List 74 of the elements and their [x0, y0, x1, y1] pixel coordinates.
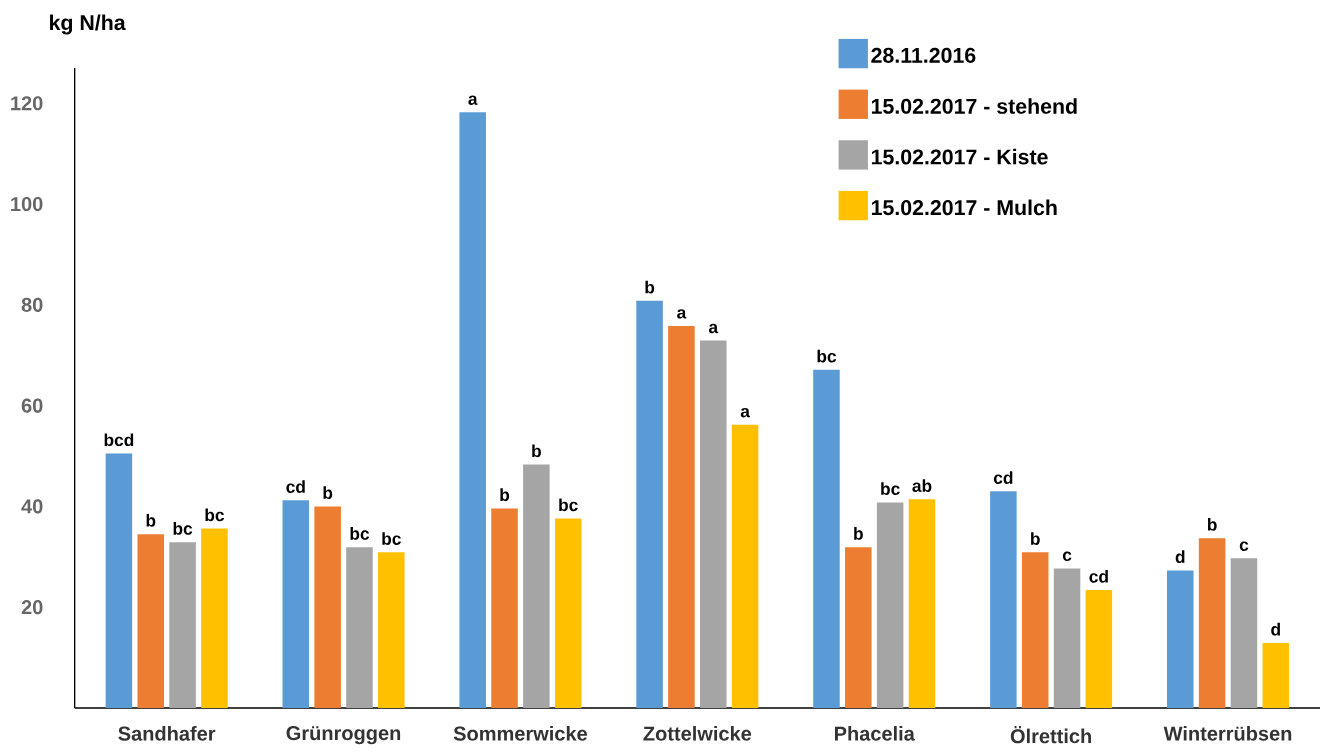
data-label: d: [1271, 622, 1280, 636]
data-label: bc: [173, 522, 193, 535]
bar: [1085, 590, 1113, 708]
bar: [876, 502, 904, 708]
data-label: b: [854, 527, 863, 540]
data-label: a: [740, 407, 751, 418]
data-label: bc: [881, 482, 900, 495]
bar: [813, 369, 840, 708]
data-label: cd: [286, 480, 305, 493]
data-label: bc: [205, 508, 225, 522]
legend-label: 28.11.2016: [871, 47, 976, 63]
bar: [845, 547, 872, 708]
data-label: bc: [350, 527, 370, 540]
bar: [1230, 558, 1258, 708]
data-label: c: [1239, 541, 1249, 551]
data-label: cd: [993, 471, 1013, 484]
x-tick-label: Grünroggen: [286, 726, 401, 745]
bar: [491, 508, 518, 708]
data-label: bc: [382, 532, 401, 545]
data-label: a: [677, 309, 687, 319]
data-label: ab: [912, 479, 932, 492]
data-label: b: [323, 486, 333, 500]
data-label: b: [146, 514, 156, 527]
bar: [700, 340, 727, 708]
data-label: a: [708, 323, 719, 334]
y-tick-label: 20: [21, 600, 43, 615]
bar: [990, 491, 1017, 708]
x-tick-label: Phacelia: [834, 726, 915, 741]
bar: [908, 499, 936, 708]
legend-label: 15.02.2017 - Kiste: [871, 148, 1048, 165]
y-tick-label: 120: [11, 96, 43, 111]
y-tick-label: 60: [21, 398, 43, 413]
y-tick-label: 80: [21, 297, 43, 312]
bar: [346, 547, 373, 708]
bar: [636, 300, 663, 708]
bar: [1198, 538, 1226, 708]
bar: [378, 552, 405, 708]
data-label: cd: [1089, 569, 1108, 583]
bar: [554, 518, 582, 708]
data-label: b: [1031, 532, 1040, 545]
data-label: b: [645, 280, 655, 294]
bar: [668, 326, 695, 708]
bar: [137, 534, 165, 708]
x-tick-label: Zottelwicke: [643, 726, 752, 741]
bar: [731, 424, 759, 708]
y-axis-title: kg N/ha: [50, 14, 126, 35]
bar: [1021, 552, 1049, 708]
data-label: a: [468, 95, 478, 105]
bar: [523, 464, 550, 708]
y-tick-label: 100: [11, 196, 43, 212]
data-label: c: [1062, 551, 1072, 562]
x-tick-label: Sandhafer: [118, 726, 216, 741]
data-label: b: [500, 488, 510, 502]
legend-label: 15.02.2017 - stehend: [871, 98, 1077, 114]
data-label: bcd: [104, 433, 134, 447]
bar: [105, 453, 133, 708]
x-tick-label: Winterrübsen: [1163, 726, 1292, 741]
data-label: bc: [559, 498, 578, 512]
x-tick-label: Ölrettich: [1010, 726, 1092, 744]
data-label: b: [1207, 518, 1217, 531]
bar: [314, 506, 341, 708]
bar: [1166, 570, 1194, 708]
y-tick-label: 40: [21, 499, 43, 514]
legend-label: 15.02.2017 - Mulch: [871, 199, 1057, 216]
data-label: b: [532, 444, 541, 458]
data-label: d: [1175, 550, 1185, 564]
bar: [201, 528, 228, 708]
data-label: bc: [817, 349, 837, 363]
x-tick-label: Sommerwicke: [453, 726, 588, 741]
bar: [459, 112, 486, 708]
bar: [169, 542, 196, 708]
bar: [1262, 642, 1290, 708]
bar: [282, 500, 310, 708]
bar: [1053, 568, 1081, 708]
